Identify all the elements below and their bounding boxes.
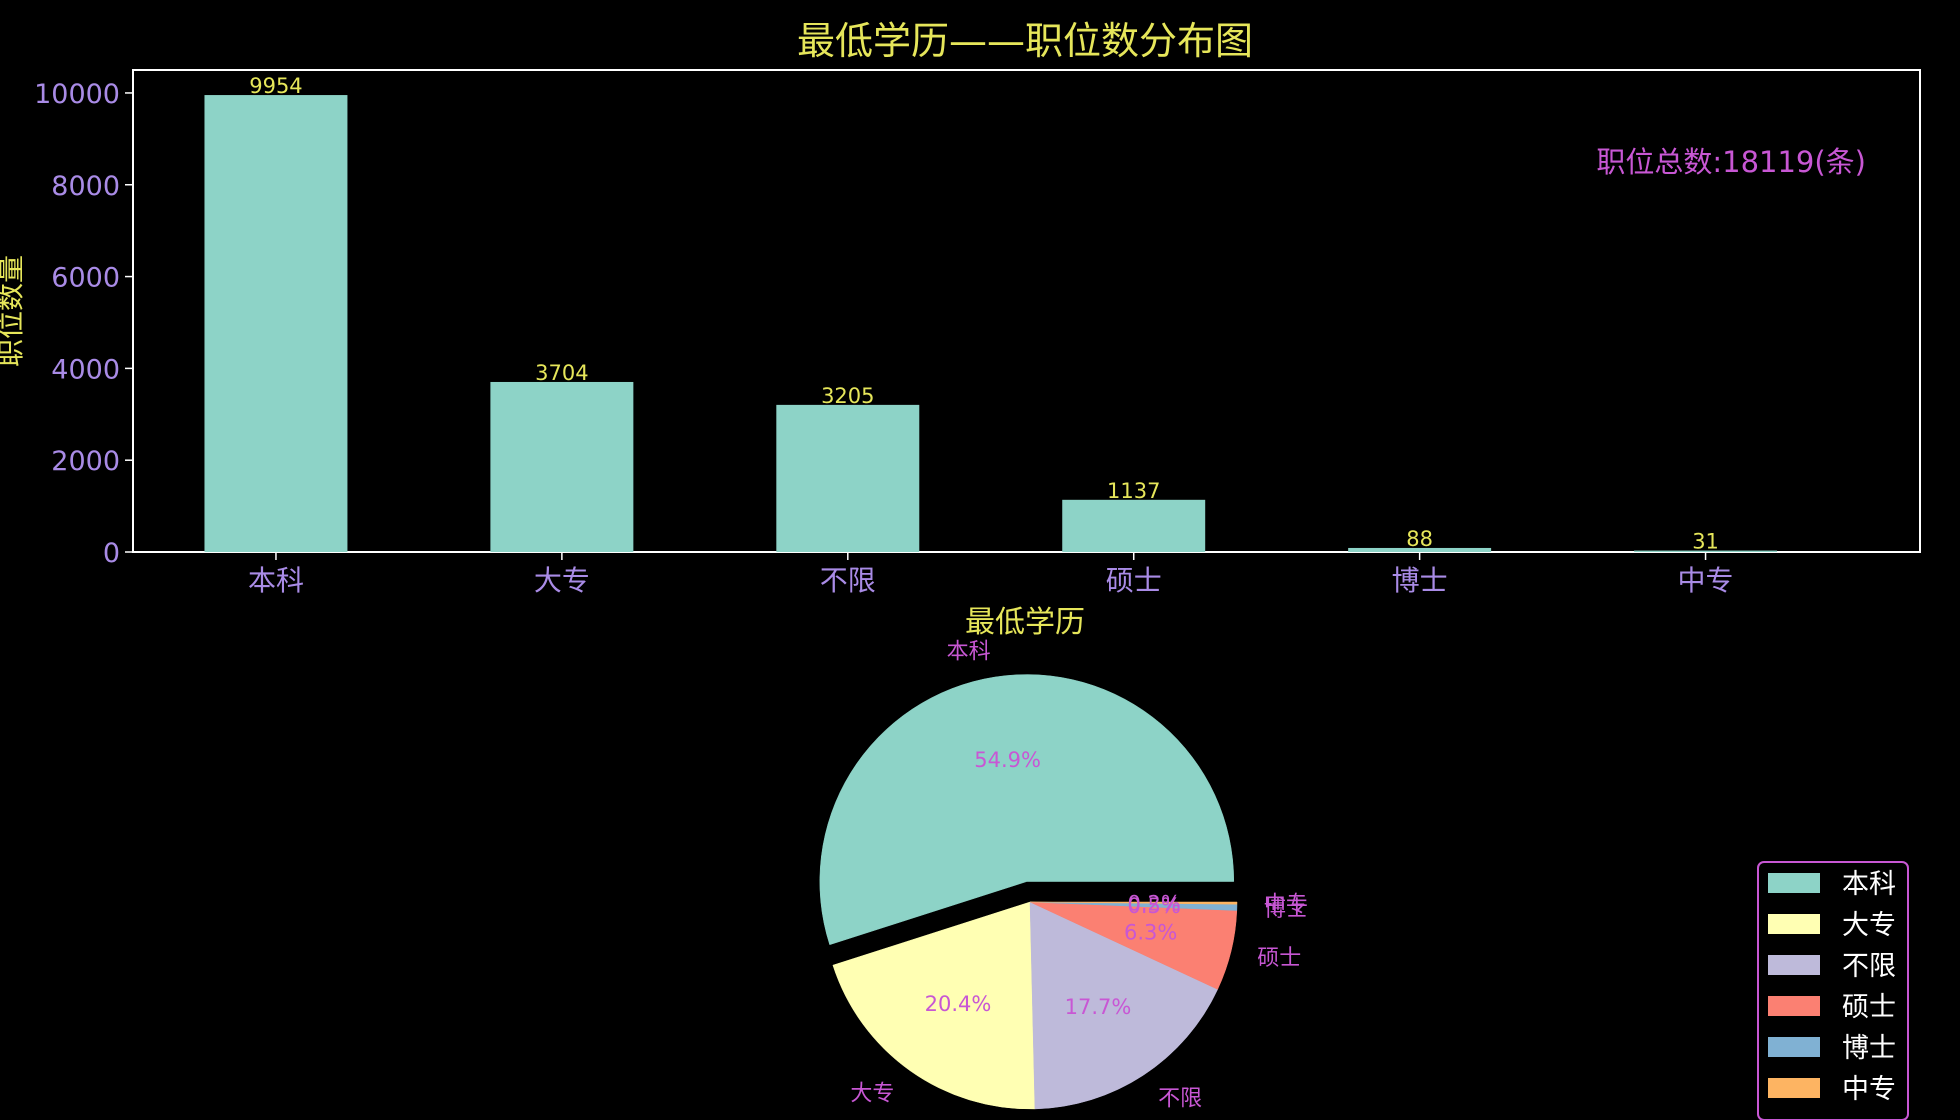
x-tick-label: 不限 [820,564,876,597]
pie-slice-不限 [1029,901,1219,1110]
pie-slice-本科 [819,674,1235,946]
x-axis-label: 最低学历 [965,605,1085,640]
total-jobs-annotation: 职位总数:18119(条) [1596,145,1866,179]
bar-博士 [1348,547,1492,552]
bar-本科 [204,95,348,553]
y-tick-label: 8000 [51,171,120,202]
y-tick-label: 0 [103,538,120,569]
legend-label: 博士 [1842,1033,1896,1064]
pie-percent-label: 6.3% [1124,920,1177,944]
x-axis-ticks: 本科 大专 不限 硕士 博士 中专 [248,552,1734,597]
bar-series [204,95,1778,553]
legend-label: 不限 [1842,951,1896,982]
pie-slice-中专 [1029,901,1238,905]
x-tick-label: 大专 [534,564,590,597]
bar-value-label: 3205 [821,384,874,408]
legend-label: 大专 [1842,910,1896,941]
legend-swatch [1768,1037,1820,1057]
legend-swatch [1768,996,1820,1016]
pie-category-label: 硕士 [1257,946,1301,971]
bar-value-label: 31 [1692,530,1719,554]
bar-中专 [1634,550,1778,552]
legend-label: 本科 [1842,869,1896,900]
pie-category-label: 本科 [947,639,991,664]
bar-value-labels: 9954 3704 3205 1137 88 31 [249,74,1719,554]
x-tick-label: 本科 [248,564,304,597]
legend-label: 中专 [1842,1074,1896,1105]
pie-labels: 54.9% 本科 20.4% 大专 17.7% 不限 6.3% 硕士 0.5% 博士 0.2% 中专 [850,639,1308,1111]
legend-swatch [1768,1078,1820,1098]
pie-series [819,674,1238,1110]
pie-category-label: 大专 [850,1082,894,1107]
bar-value-label: 1137 [1107,479,1160,503]
bar-value-label: 9954 [249,74,302,98]
bar-value-label: 3704 [535,361,588,385]
pie-category-label: 博士 [1264,897,1308,922]
y-tick-label: 4000 [51,354,120,385]
pie-category-label: 不限 [1158,1087,1202,1112]
pie-percent-label: 17.7% [1065,995,1132,1019]
x-tick-label: 博士 [1392,564,1448,597]
bar-value-label: 88 [1406,527,1433,551]
y-tick-label: 2000 [51,446,120,477]
pie-percent-label: 20.4% [925,992,992,1016]
y-tick-label: 6000 [51,263,120,294]
pie-slice-大专 [832,901,1036,1110]
x-tick-label: 中专 [1678,564,1734,597]
bar-硕士 [1062,499,1206,552]
x-tick-label: 硕士 [1106,564,1162,597]
bar-大专 [490,381,634,552]
bar-不限 [776,404,920,552]
y-axis-ticks: 0 2000 4000 6000 8000 10000 [34,79,133,569]
pie-percent-label: 0.2% [1128,892,1181,916]
legend-label: 硕士 [1842,992,1896,1023]
chart-title: 最低学历——职位数分布图 [797,19,1253,63]
y-axis-label: 职位数量 [0,255,27,367]
y-tick-label: 10000 [34,79,120,110]
legend-swatch [1768,914,1820,934]
bar-plot-frame [132,69,1921,553]
pie-percent-label: 54.9% [974,748,1041,772]
pie-percent-label: 0.5% [1127,894,1180,918]
legend-swatch [1768,873,1820,893]
pie-category-label: 中专 [1264,892,1308,917]
legend-swatch [1768,955,1820,975]
